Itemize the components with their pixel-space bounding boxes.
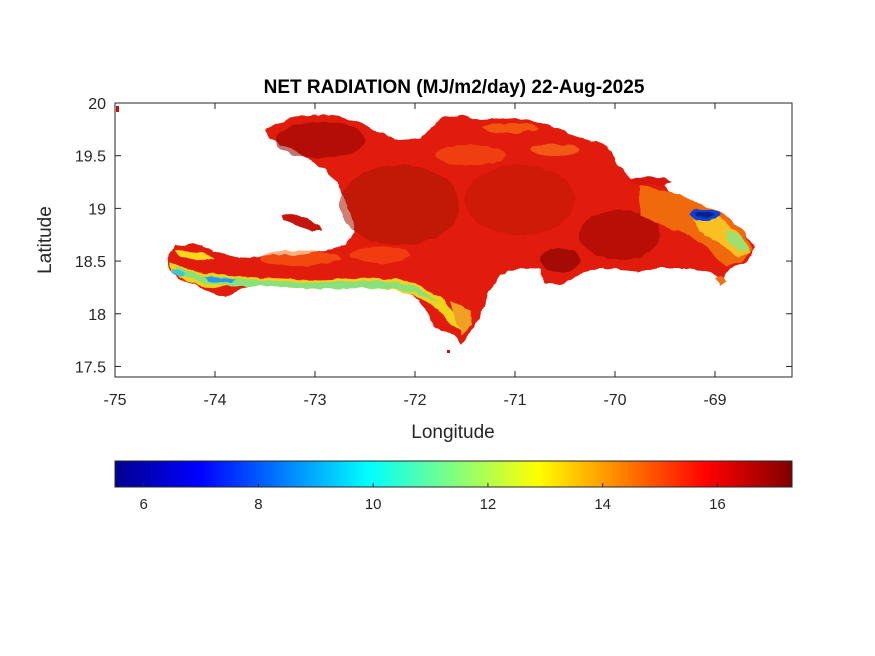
south-coast-band — [170, 250, 472, 335]
heatmap-layer — [116, 106, 755, 353]
y-tick-label: 18.5 — [75, 254, 106, 271]
x-tick-label: -72 — [403, 392, 426, 409]
x-tick-label: -69 — [703, 392, 726, 409]
y-tick-label: 18 — [88, 307, 106, 324]
hispaniola-landmass — [168, 114, 755, 345]
south-artifact — [447, 350, 450, 353]
east-region — [640, 185, 752, 266]
colorbar-tick-label: 16 — [709, 496, 726, 513]
x-axis-label: Longitude — [411, 422, 494, 443]
y-axis: 17.5 18 18.5 19 19.5 20 — [75, 96, 792, 376]
tortuga-island — [628, 177, 673, 185]
hispaniola-main — [168, 114, 755, 345]
corner-artifact — [116, 106, 119, 112]
x-tick-label: -70 — [603, 392, 626, 409]
colorbar-tick-label: 10 — [365, 496, 382, 513]
y-axis-label: Latitude — [35, 206, 56, 274]
y-tick-label: 19.5 — [75, 149, 106, 166]
gonave-island — [281, 213, 323, 231]
colorbar-gradient — [114, 460, 793, 488]
x-tick-label: -75 — [103, 392, 126, 409]
colorbar-tick-label: 8 — [254, 496, 262, 513]
colorbar-tick-label: 6 — [140, 496, 148, 513]
x-tick-label: -74 — [203, 392, 226, 409]
plot-area: -75 -74 -73 -72 -71 -70 -69 17.5 18 18.5 19 19.5 20 — [75, 96, 793, 409]
colorbar-ticks: 6 8 10 12 14 16 — [140, 483, 726, 513]
y-tick-label: 17.5 — [75, 359, 106, 376]
colorbar: 6 8 10 12 14 16 — [114, 460, 793, 513]
y-tick-label: 19 — [88, 201, 106, 218]
x-tick-label: -73 — [303, 392, 326, 409]
y-tick-label: 20 — [88, 96, 106, 113]
colorbar-tick-label: 14 — [594, 496, 611, 513]
x-tick-label: -71 — [503, 392, 526, 409]
value-patches — [260, 122, 660, 272]
chart-title: NET RADIATION (MJ/m2/day) 22-Aug-2025 — [264, 77, 645, 98]
x-axis: -75 -74 -73 -72 -71 -70 -69 — [103, 103, 727, 409]
colorbar-tick-label: 12 — [480, 496, 497, 513]
saona-island — [715, 276, 726, 286]
